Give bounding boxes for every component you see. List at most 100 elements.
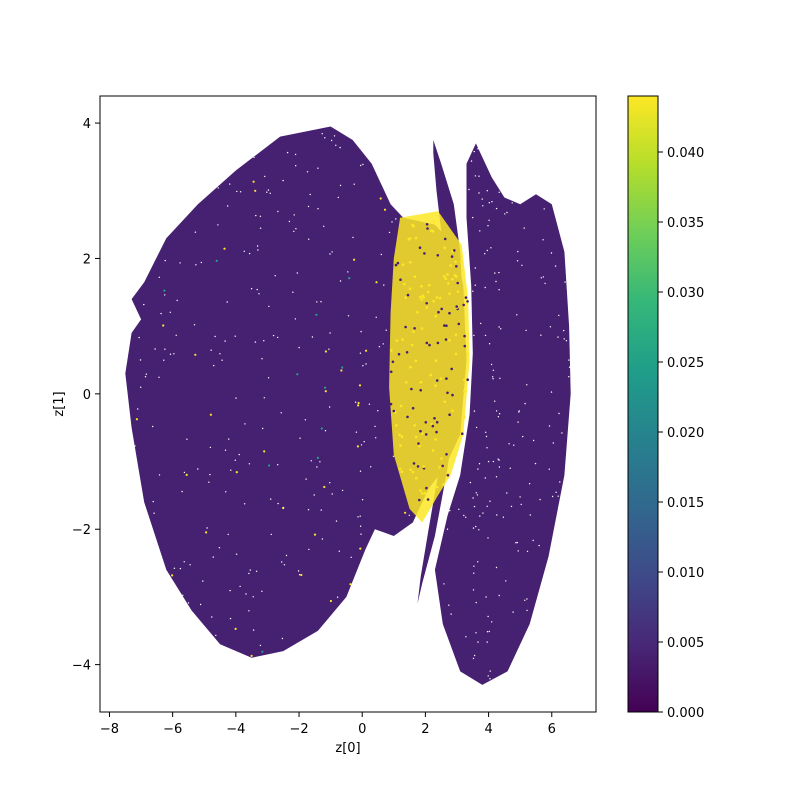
scatter-point: [559, 481, 561, 483]
scatter-point: [487, 675, 489, 677]
scatter-point: [248, 252, 251, 255]
scatter-point: [409, 365, 412, 369]
scatter-point: [492, 376, 494, 378]
scatter-point: [152, 500, 154, 503]
scatter-point: [267, 377, 270, 379]
scatter-point: [463, 514, 465, 517]
scatter-point: [443, 324, 446, 327]
scatter-point: [473, 654, 476, 657]
scatter-point: [532, 539, 534, 542]
scatter-point: [261, 358, 263, 360]
scatter-point: [337, 196, 339, 199]
scatter-point: [512, 611, 514, 613]
scatter-point: [465, 636, 467, 638]
scatter-point: [335, 520, 338, 522]
scatter-point: [477, 561, 479, 563]
scatter-point: [439, 377, 443, 380]
scatter-point: [375, 437, 377, 439]
scatter-point: [331, 251, 333, 253]
scatter-point: [406, 415, 409, 419]
scatter-point: [323, 485, 326, 489]
scatter-point: [215, 259, 218, 262]
scatter-point: [413, 424, 416, 427]
scatter-point: [558, 412, 560, 415]
scatter-point: [499, 377, 501, 379]
scatter-point: [410, 387, 413, 391]
scatter-point: [379, 197, 382, 200]
scatter-point: [163, 359, 165, 361]
scatter-point: [349, 583, 352, 586]
scatter-point: [436, 341, 440, 345]
scatter-point: [164, 259, 166, 262]
y-tick-label: 4: [83, 117, 91, 132]
scatter-point: [473, 572, 475, 574]
scatter-point: [235, 553, 238, 555]
scatter-point: [404, 325, 407, 329]
scatter-point: [414, 359, 418, 363]
scatter-point: [218, 547, 221, 549]
x-axis-label: z[0]: [335, 741, 360, 756]
scatter-point: [359, 515, 361, 517]
scatter-point: [256, 245, 259, 247]
scatter-point: [431, 449, 435, 452]
colorbar-tick-label: 0.020: [667, 426, 704, 441]
scatter-point: [259, 227, 262, 229]
scatter-point: [368, 403, 371, 405]
scatter-point: [405, 351, 409, 354]
scatter-point: [425, 306, 429, 309]
scatter-point: [434, 438, 437, 441]
scatter-point: [498, 191, 500, 193]
scatter-point: [360, 444, 363, 446]
scatter-point: [221, 359, 223, 361]
scatter-point: [473, 150, 475, 153]
scatter-point: [228, 438, 230, 440]
scatter-point: [416, 465, 420, 468]
scatter-point: [267, 189, 270, 191]
scatter-point: [485, 435, 488, 438]
scatter-point: [466, 352, 470, 356]
scatter-region-right-cluster: [434, 143, 571, 685]
scatter-point: [464, 296, 468, 299]
scatter-point: [355, 431, 358, 433]
scatter-point: [463, 416, 466, 419]
scatter-point: [498, 289, 500, 291]
scatter-point: [187, 602, 190, 604]
scatter-point: [428, 343, 431, 347]
scatter-point: [335, 144, 337, 146]
scatter-point: [426, 290, 430, 294]
scatter-point: [486, 190, 488, 192]
scatter-point: [475, 601, 477, 604]
scatter-point: [424, 433, 428, 436]
scatter-point: [474, 267, 476, 269]
scatter-point: [268, 464, 271, 467]
scatter-point: [495, 410, 498, 412]
scatter-point: [482, 205, 484, 207]
scatter-point: [173, 567, 176, 569]
scatter-point: [548, 468, 550, 470]
scatter-point: [145, 373, 147, 375]
scatter-point: [243, 250, 245, 252]
scatter-point: [557, 495, 559, 497]
scatter-point: [339, 146, 341, 149]
scatter-point: [565, 340, 568, 342]
scatter-point: [319, 461, 321, 463]
scatter-point: [486, 505, 488, 507]
scatter-point: [152, 425, 154, 428]
scatter-point: [498, 459, 500, 461]
scatter-point: [408, 514, 410, 516]
scatter-point: [416, 311, 419, 314]
scatter-point: [474, 175, 477, 177]
scatter-point: [194, 353, 197, 356]
scatter-point: [171, 574, 174, 577]
scatter-point: [306, 171, 309, 173]
scatter-point: [323, 386, 327, 389]
scatter-point: [561, 432, 563, 434]
scatter-point: [523, 227, 525, 229]
scatter-point: [420, 327, 424, 330]
scatter-point: [401, 263, 405, 267]
scatter-point: [176, 299, 178, 302]
scatter-point: [404, 296, 408, 299]
scatter-point: [446, 391, 449, 395]
scatter-point: [420, 432, 424, 435]
scatter-point: [434, 359, 438, 363]
